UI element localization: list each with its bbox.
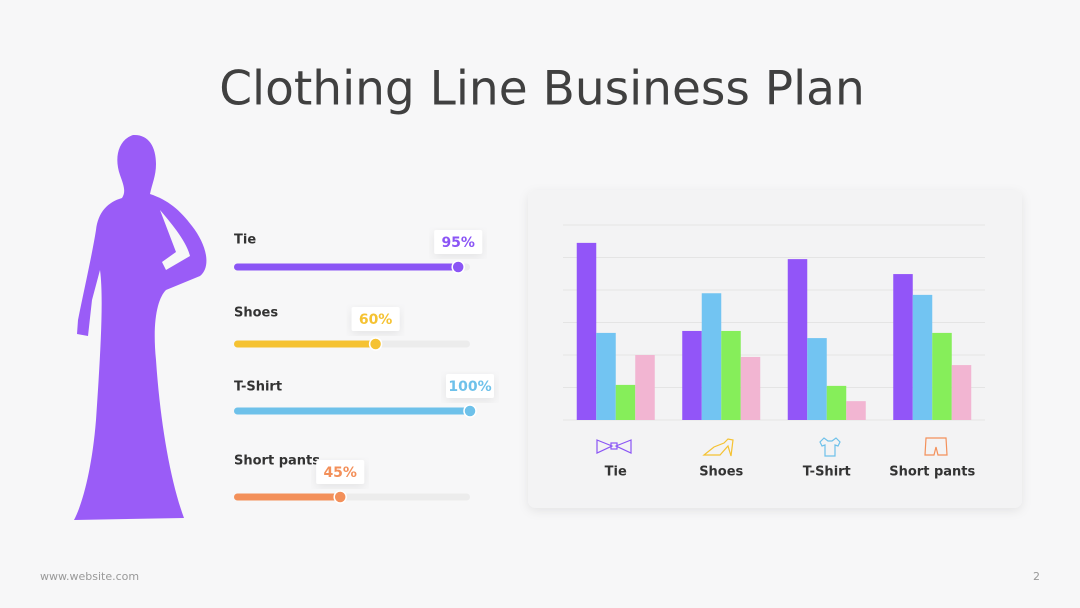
page-number: 2 — [1033, 570, 1040, 583]
bar — [787, 259, 808, 420]
bar — [951, 365, 972, 420]
progress-knob — [463, 404, 477, 418]
bar — [932, 332, 952, 420]
chart-panel — [528, 190, 1022, 508]
bar — [807, 338, 827, 420]
progress-label: Shoes — [234, 306, 278, 321]
shoe-icon — [702, 438, 734, 457]
tie-icon — [596, 439, 632, 454]
bar — [893, 274, 913, 420]
bar — [701, 293, 722, 420]
silhouette — [74, 134, 207, 521]
progress-knob — [451, 260, 465, 274]
value-label: 95% — [441, 235, 475, 251]
bar — [596, 332, 616, 420]
progress-label: Short pants — [234, 454, 320, 469]
value-label: 45% — [323, 465, 357, 481]
tshirt-icon — [819, 437, 841, 457]
value-badge — [446, 374, 494, 398]
bar — [846, 401, 866, 420]
bar — [721, 330, 741, 420]
value-badge — [316, 460, 365, 484]
slide-title: Clothing Line Business Plan — [219, 62, 865, 117]
bar — [740, 356, 761, 420]
bar — [615, 384, 636, 420]
x-tick-label: Tie — [605, 465, 627, 480]
progress-knob — [333, 490, 347, 504]
x-tick-label: T-Shirt — [803, 465, 851, 480]
value-label: 100% — [448, 379, 491, 395]
bar — [576, 242, 597, 420]
category-icons — [596, 437, 948, 457]
bar — [635, 355, 655, 420]
value-badge — [434, 230, 483, 254]
value-label: 60% — [359, 312, 393, 328]
progress-fill — [234, 263, 459, 271]
progress-knob — [368, 337, 383, 351]
progress-label: T-Shirt — [234, 380, 282, 395]
progress-fill — [234, 407, 470, 415]
bar — [682, 330, 702, 420]
progress-fill — [234, 340, 376, 348]
footer-website: www.website.com — [40, 570, 139, 583]
bar — [826, 385, 847, 420]
shorts-icon — [924, 437, 948, 456]
progress-label: Tie — [234, 233, 256, 248]
x-tick-label: Shoes — [699, 465, 743, 480]
x-tick-label: Short pants — [889, 465, 975, 480]
progress-fill — [234, 493, 341, 501]
bar — [912, 294, 933, 420]
value-badge — [351, 307, 400, 331]
tie-icon-knot — [610, 442, 618, 450]
